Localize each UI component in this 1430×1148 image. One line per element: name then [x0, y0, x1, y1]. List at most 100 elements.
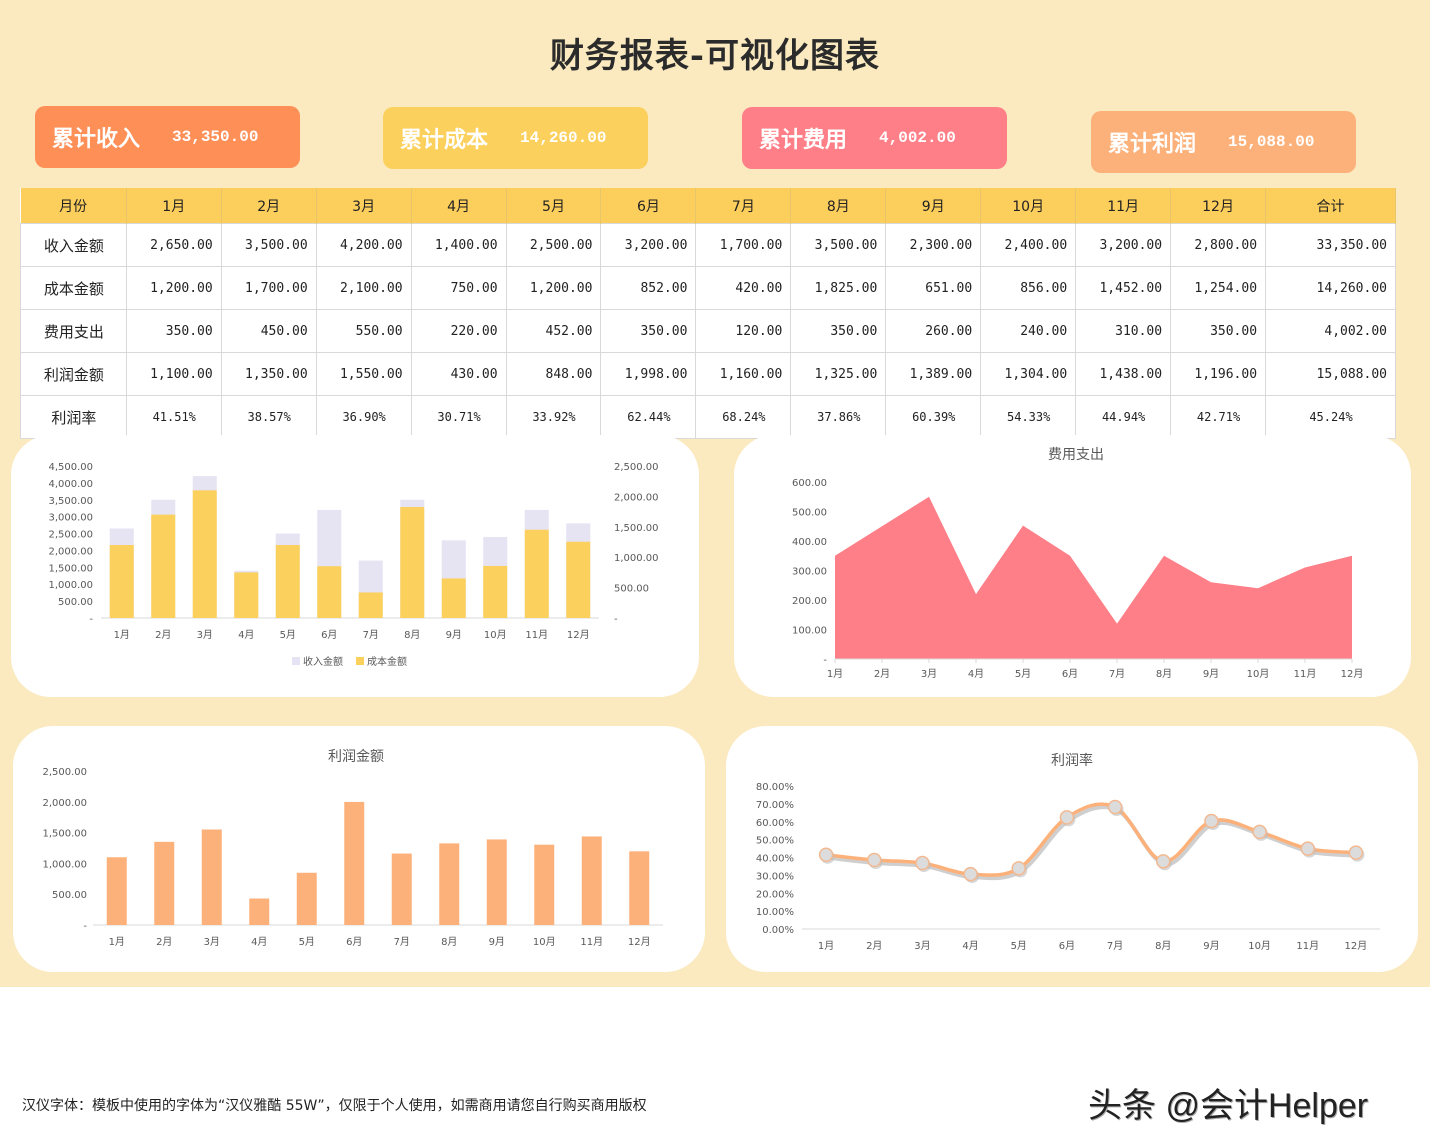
chart-title: 费用支出 — [1048, 447, 1104, 463]
table-cell: 2,500.00 — [505, 223, 602, 267]
kpi-card-expense: 累计费用 4,002.00 — [742, 107, 1007, 169]
x-axis-tick: 7月 — [394, 936, 410, 948]
x-axis-tick: 2月 — [866, 940, 882, 952]
x-axis-tick: 1月 — [818, 940, 834, 952]
table-cell: 2,100.00 — [315, 266, 412, 310]
x-axis-tick: 3月 — [204, 936, 220, 948]
profit-rate-chart-card: 利润率 0.00% 10.00% 20.00% 30.00% 40.00% 50.00% 60… — [726, 726, 1418, 972]
data-marker — [1204, 813, 1219, 829]
y-axis-left-tick: 4,000.00 — [48, 479, 93, 490]
table-cell: 550.00 — [315, 309, 412, 353]
y-axis-right-tick: 1,000.00 — [614, 553, 659, 564]
column-header-month: 月份 — [20, 188, 127, 224]
table-cell: 848.00 — [505, 352, 602, 396]
table-cell: 1,350.00 — [220, 352, 317, 396]
bar-cost — [275, 545, 300, 618]
table-cell: 350.00 — [125, 309, 222, 353]
y-axis-right-tick: - — [614, 614, 618, 625]
x-axis-tick: 4月 — [962, 940, 978, 952]
bar-cost — [234, 572, 259, 618]
x-axis-tick: 2月 — [874, 668, 890, 680]
table-cell: 4,002.00 — [1265, 309, 1396, 353]
data-marker — [1107, 799, 1123, 815]
table-cell: 54.33% — [980, 395, 1077, 439]
data-marker — [1252, 824, 1267, 840]
table-cell: 62.44% — [600, 395, 697, 439]
x-axis-tick: 8月 — [1156, 668, 1172, 680]
legend-swatch-cost — [356, 657, 364, 665]
y-axis-tick: 400.00 — [792, 537, 827, 548]
x-axis-tick: 1月 — [114, 629, 130, 641]
expense-chart-card: 费用支出 - 100.00 200.00 300.00 400.00 500.00 600.0… — [734, 435, 1411, 697]
y-axis-tick: 80.00% — [756, 782, 794, 793]
y-axis-tick: 1,000.00 — [42, 859, 87, 870]
table-cell: 37.86% — [790, 395, 887, 439]
table-cell: 2,800.00 — [1170, 223, 1267, 267]
y-axis-right-tick: 1,500.00 — [614, 523, 659, 534]
table-header-row: 月份 1月 2月 3月 4月 5月 6月 7月 8月 9月 10月 11月 12月 合计 — [20, 188, 1396, 224]
data-marker — [1011, 861, 1026, 876]
bar-cost — [524, 529, 549, 618]
table-cell: 1,452.00 — [1075, 266, 1172, 310]
x-axis-tick: 12月 — [1345, 940, 1368, 952]
column-header: 5月 — [506, 188, 602, 224]
data-marker — [1059, 810, 1075, 825]
x-axis-tick: 7月 — [1107, 940, 1123, 952]
bar-cost — [192, 490, 217, 618]
legend-label-cost: 成本金额 — [367, 655, 407, 668]
column-header: 10月 — [980, 188, 1077, 224]
x-axis-tick: 2月 — [156, 936, 172, 948]
column-header: 2月 — [221, 188, 317, 224]
x-axis-tick: 3月 — [921, 668, 937, 680]
column-header: 12月 — [1170, 188, 1267, 224]
x-axis-tick: 12月 — [628, 936, 651, 948]
data-marker — [867, 852, 882, 868]
legend-swatch-income — [292, 657, 300, 665]
bar-cost — [566, 541, 591, 618]
table-cell: 36.90% — [315, 395, 412, 439]
table-cell: 3,200.00 — [1075, 223, 1172, 267]
row-label: 收入金额 — [20, 223, 127, 267]
x-axis-tick: 11月 — [580, 936, 603, 948]
x-axis-tick: 11月 — [525, 629, 548, 641]
bar-profit — [581, 836, 602, 925]
table-cell: 1,825.00 — [790, 266, 887, 310]
table-cell: 44.94% — [1075, 395, 1172, 439]
table-row: 收入金额 2,650.00 3,500.00 4,200.00 1,400.00 2,50… — [20, 223, 1396, 267]
y-axis-left-tick: 2,500.00 — [48, 530, 93, 541]
x-axis-tick: 7月 — [363, 629, 379, 641]
x-axis-tick: 8月 — [441, 936, 457, 948]
x-axis-tick: 6月 — [1062, 668, 1078, 680]
column-header: 7月 — [695, 188, 792, 224]
y-axis-left-tick: 4,500.00 — [48, 462, 93, 473]
kpi-value: 15,088.00 — [1228, 133, 1315, 151]
data-marker — [1348, 845, 1364, 860]
y-axis-tick: 100.00 — [792, 626, 827, 637]
bar-cost — [441, 578, 466, 618]
table-cell: 2,400.00 — [980, 223, 1077, 267]
table-cell: 452.00 — [505, 309, 602, 353]
table-cell: 420.00 — [695, 266, 792, 310]
table-cell: 852.00 — [600, 266, 697, 310]
y-axis-tick: 30.00% — [756, 871, 794, 882]
y-axis-left-tick: 2,000.00 — [48, 546, 93, 557]
bar-cost — [400, 507, 425, 618]
data-marker — [963, 866, 978, 882]
watermark: 头条 @会计Helper — [1088, 1087, 1369, 1125]
kpi-card-income: 累计收入 33,350.00 — [35, 106, 300, 168]
bar-cost — [358, 592, 383, 618]
x-axis-tick: 1月 — [109, 936, 125, 948]
table-cell: 430.00 — [410, 352, 507, 396]
table-cell: 450.00 — [220, 309, 317, 353]
y-axis-tick: 1,500.00 — [42, 829, 87, 840]
column-header: 4月 — [411, 188, 507, 224]
data-marker — [1156, 854, 1171, 869]
profit-bar-chart: 利润金额 - 500.00 1,000.00 1,500.00 2,000.00 2,500… — [42, 749, 663, 948]
x-axis-tick: 9月 — [446, 629, 462, 641]
bar-cost — [109, 545, 134, 618]
data-marker — [1300, 841, 1315, 856]
table-cell: 45.24% — [1265, 395, 1396, 439]
table-cell: 750.00 — [410, 266, 507, 310]
x-axis-tick: 9月 — [489, 936, 505, 948]
y-axis-tick: 500.00 — [792, 508, 827, 519]
